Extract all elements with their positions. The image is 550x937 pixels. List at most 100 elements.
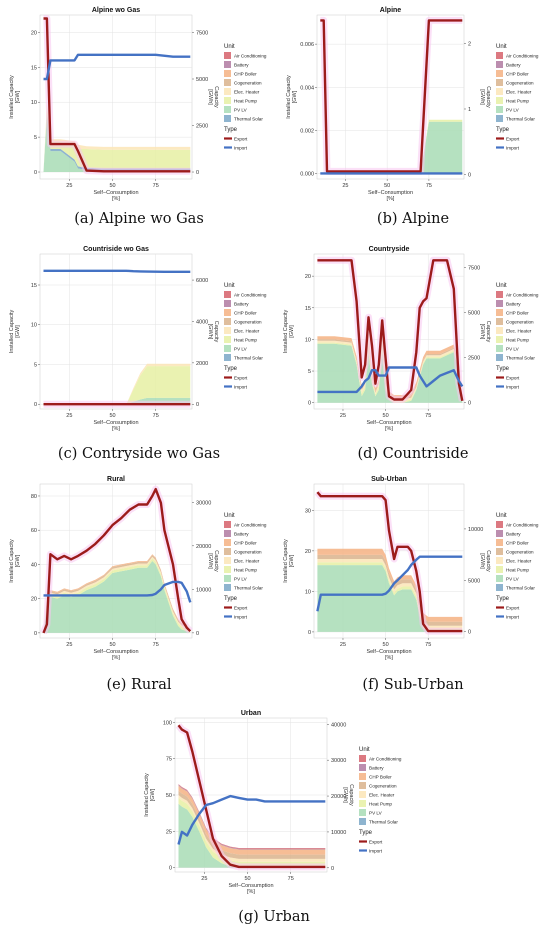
legend-type-item: Import [369, 849, 383, 854]
x-axis-label: Self−Consumption [366, 420, 411, 426]
import-line [43, 580, 192, 603]
y2-tick-label: 5000 [196, 77, 208, 83]
y-tick-label: 60 [31, 528, 37, 534]
y-axis-label: Installed Capacity [144, 773, 150, 817]
legend-unit-title: Unit [496, 513, 507, 519]
legend-unit-item: Air Conditioning [506, 54, 539, 59]
legend-swatch [359, 809, 366, 816]
legend-swatch [224, 106, 231, 113]
legend-unit-item: Elec. Heater [506, 329, 532, 334]
legend-type-item: Export [234, 376, 248, 381]
legend-unit-item: CHP Boiler [234, 541, 257, 546]
x-tick-label: 75 [153, 413, 159, 419]
caption: (g) Urban [238, 909, 310, 925]
y-tick-label: 10 [305, 337, 311, 343]
legend-type-item: Export [369, 840, 383, 845]
legend-unit-title: Unit [224, 44, 235, 50]
legend-type-title: Type [224, 596, 238, 602]
legend-unit-item: Cogeneration [506, 550, 534, 555]
legend-type-item: Export [506, 376, 520, 381]
legend-unit-item: PV LV [506, 108, 520, 113]
legend-unit-item: Battery [369, 766, 384, 771]
y2-tick-label: 0 [196, 170, 199, 176]
legend-type-title: Type [496, 366, 510, 372]
legend-unit-item: Cogeneration [234, 550, 262, 555]
y-tick-label: 20 [31, 30, 37, 36]
legend-unit-item: Air Conditioning [506, 523, 539, 528]
y-axis-unit: [GW] [289, 554, 295, 567]
legend-swatch [496, 291, 503, 298]
x-axis-unit: [%] [387, 196, 395, 202]
legend-type-item: Export [506, 137, 520, 142]
legend-type-item: Export [234, 606, 248, 611]
y-tick-label: 20 [305, 274, 311, 280]
y2-tick-label: 40000 [331, 722, 346, 728]
x-axis-unit: [%] [385, 426, 393, 432]
legend-type-item: Export [506, 606, 520, 611]
y2-axis-unit: [GWh] [207, 89, 213, 105]
y-tick-label: 75 [166, 757, 172, 763]
y-tick-label: 30 [305, 508, 311, 514]
legend-swatch [224, 309, 231, 316]
legend-swatch [359, 800, 366, 807]
chart-panel-6: Sub-Urban 0 10 20 30 0 5000 10000 25 50 75 Self−Con… [283, 476, 539, 693]
y2-tick-label: 1 [468, 107, 471, 113]
x-axis-unit: [%] [385, 655, 393, 661]
legend-unit-item: Air Conditioning [506, 293, 539, 298]
legend-swatch [496, 539, 503, 546]
caption: (a) Alpine wo Gas [74, 211, 204, 227]
legend-unit-item: CHP Boiler [506, 72, 529, 77]
chart-title: Alpine [380, 7, 401, 14]
legend-unit-title: Unit [496, 283, 507, 289]
x-axis-label: Self−Consumption [368, 190, 413, 196]
legend-unit-item: CHP Boiler [506, 541, 529, 546]
y-tick-label: 15 [31, 65, 37, 71]
legend-swatch [496, 584, 503, 591]
area-pv-lv [178, 803, 326, 868]
legend-unit-item: Elec. Heater [506, 559, 532, 564]
export-line [43, 17, 191, 173]
chart-title: Rural [107, 476, 125, 483]
legend-unit-item: CHP Boiler [234, 311, 257, 316]
legend-swatch [496, 70, 503, 77]
caption: (c) Contryside wo Gas [58, 446, 220, 462]
legend-unit-item: Thermal Solar [506, 356, 535, 361]
y-axis-label: Installed Capacity [283, 310, 289, 354]
area-pv-lv [43, 116, 191, 172]
y-tick-label: 10 [31, 100, 37, 106]
legend-swatch [224, 548, 231, 555]
legend-swatch [496, 557, 503, 564]
legend-unit-item: Heat Pump [234, 338, 257, 343]
y-axis-label: Installed Capacity [9, 75, 15, 119]
legend-swatch [359, 764, 366, 771]
legend-unit-title: Unit [224, 283, 235, 289]
y2-tick-label: 20000 [331, 794, 346, 800]
y-axis-label: Installed Capacity [286, 75, 292, 119]
legend-swatch [496, 530, 503, 537]
y2-tick-label: 10000 [331, 830, 346, 836]
y-axis-label: Installed Capacity [283, 539, 289, 583]
legend-swatch [359, 791, 366, 798]
legend-swatch [224, 345, 231, 352]
legend-swatch [496, 88, 503, 95]
chart-title: Countriside wo Gas [83, 246, 149, 253]
legend-swatch [224, 584, 231, 591]
x-axis-label: Self−Consumption [93, 190, 138, 196]
y2-axis-label: Capacity [213, 86, 219, 108]
legend-swatch [224, 61, 231, 68]
x-tick-label: 25 [66, 642, 72, 648]
legend-swatch [359, 818, 366, 825]
legend-unit-item: Thermal Solar [234, 356, 263, 361]
legend-swatch [496, 354, 503, 361]
x-tick-label: 50 [109, 642, 115, 648]
area-heat-pump [43, 366, 191, 405]
legend-type-title: Type [224, 127, 238, 133]
legend-swatch [224, 354, 231, 361]
legend-unit-item: Air Conditioning [234, 54, 267, 59]
legend-swatch [496, 318, 503, 325]
legend-type-item: Import [234, 146, 248, 151]
y-tick-label: 0 [169, 866, 172, 872]
y2-tick-label: 4000 [196, 319, 208, 325]
x-axis-label: Self−Consumption [228, 883, 273, 889]
y2-tick-label: 7500 [468, 265, 480, 271]
